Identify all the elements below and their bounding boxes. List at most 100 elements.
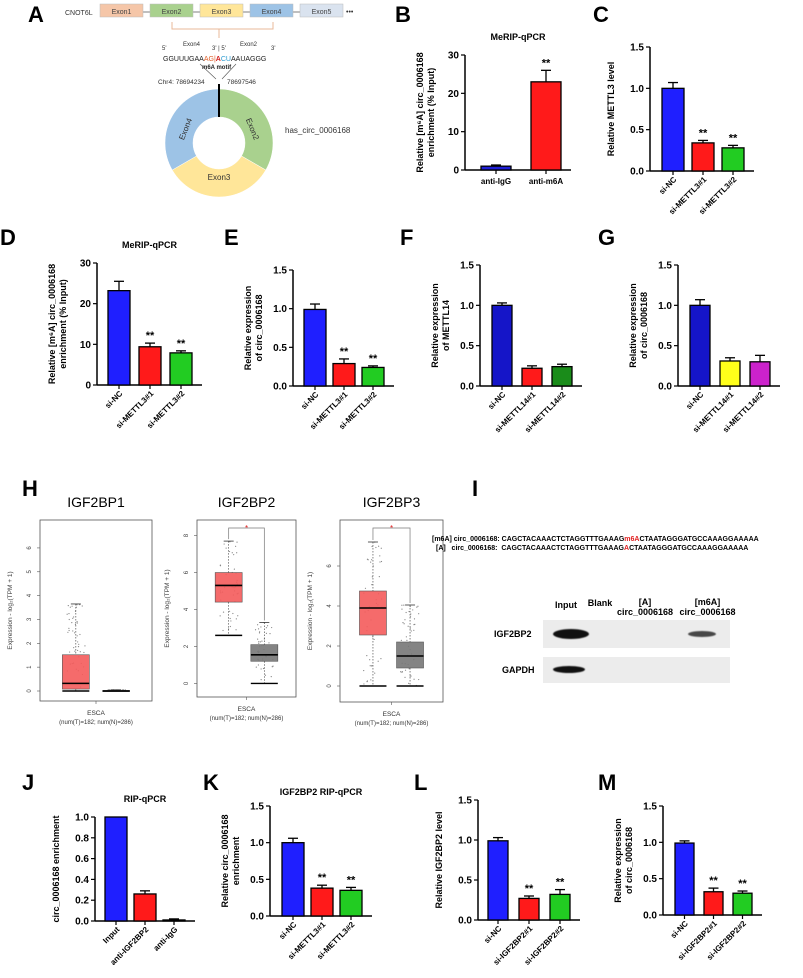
x-tick-label: anti-IgG — [481, 177, 511, 186]
ring-label-exon3: Exon3 — [208, 173, 231, 182]
blot-col-a: [A] circ_0006168 — [616, 597, 674, 617]
data-point — [268, 642, 270, 644]
y-axis-label: Relative IGF2BP2 level — [434, 811, 444, 908]
data-point — [404, 676, 406, 679]
data-point — [380, 560, 383, 563]
blot-col-input: Input — [555, 600, 577, 610]
bar-si-mettl3-1 — [691, 142, 715, 172]
data-point — [369, 659, 371, 661]
chart-d: D MeRIP-qPCR 0 10 20 30 Relative [m⁶A] circ_00… — [0, 225, 202, 430]
x-tick-label: ESCA — [238, 706, 256, 713]
significance-label: ** — [542, 57, 551, 69]
ring-segment-exon2 — [218, 88, 274, 171]
y-tick-label: 0 — [85, 381, 91, 392]
data-point — [404, 619, 406, 621]
data-point — [260, 626, 262, 628]
bar-si-nc — [107, 290, 131, 386]
panel-a-diagram: CNOT6L Exon1 Exon2 Exon3 Exon4 Exon5 ••• 5' … — [65, 3, 354, 198]
x-sub-label: (num(T)=182; num(N)=286) — [355, 721, 429, 727]
data-point — [67, 631, 69, 633]
blot-col-blank: Blank — [587, 598, 613, 608]
data-point — [266, 625, 269, 627]
data-point — [262, 667, 265, 670]
chr-right: 78697546 — [227, 79, 256, 86]
data-point — [403, 604, 405, 606]
three-prime: 3' — [271, 46, 275, 52]
bar-si-nc — [303, 308, 327, 387]
significance-label: ** — [347, 874, 356, 886]
bar-si-mettl3-2 — [361, 366, 385, 387]
y-axis-label: Relative METTL3 level — [606, 62, 616, 157]
data-point — [69, 606, 71, 608]
y-tick-label: 6 — [27, 546, 33, 550]
data-point — [380, 658, 382, 660]
y-tick-label: 0.5 — [658, 341, 672, 352]
bar-input — [104, 816, 128, 922]
exon-label-3: Exon3 — [212, 9, 232, 16]
data-point — [379, 555, 381, 557]
chart-title: MeRIP-qPCR — [490, 32, 546, 42]
data-point — [410, 630, 412, 632]
x-tick-label: ESCA — [383, 711, 401, 718]
y-tick-label: 0.0 — [75, 917, 89, 928]
data-point — [403, 623, 405, 625]
y-tick-label: 30 — [80, 259, 92, 270]
data-point — [258, 632, 261, 634]
data-point — [409, 627, 411, 629]
circ-name: has_circ_0006168 — [285, 126, 351, 135]
significance-label: ** — [318, 872, 327, 884]
y-tick-label: 0.6 — [75, 854, 89, 865]
data-point — [229, 625, 231, 628]
bar-si-nc — [661, 87, 685, 172]
data-point — [418, 613, 420, 615]
exon-label-1: Exon1 — [112, 9, 132, 16]
y-tick-label: 0.5 — [458, 876, 472, 887]
bar-si-nc — [674, 842, 695, 916]
data-point — [83, 651, 85, 654]
data-point — [400, 671, 402, 673]
panel-letter-b: B — [395, 2, 411, 27]
exon-label-5: Exon5 — [312, 9, 332, 16]
data-point — [235, 629, 237, 631]
significance-label: ** — [738, 878, 747, 890]
data-point — [418, 678, 420, 681]
x-tick-label: si-NC — [657, 175, 678, 196]
exon-row: Exon1 Exon2 Exon3 Exon4 Exon5 — [99, 3, 344, 18]
exon-box-4 — [249, 3, 294, 18]
x-tick-label: anti-m6A — [529, 177, 563, 186]
y-tick-label: 0.0 — [273, 382, 287, 393]
junction-right-exon: Exon2 — [240, 42, 258, 48]
panel-letter-c: C — [593, 2, 609, 27]
chart-h-igf2bp2: IGF2BP2 0 2 4 6 8 Expression - log₂(TPM + 1) * E… — [164, 494, 297, 722]
data-point — [371, 545, 373, 548]
data-point — [72, 630, 74, 632]
y-tick-label: 0.0 — [643, 911, 657, 922]
y-tick-label: 0 — [453, 166, 459, 177]
data-point — [405, 611, 407, 614]
data-point — [373, 638, 375, 641]
exon-box-5 — [299, 3, 344, 18]
chart-f: F 0.0 0.5 1.0 1.5 Relative expressionof METTL… — [400, 225, 582, 434]
y-axis-label: Relative circ_0006168enrichment — [220, 814, 241, 907]
bar-si-mettl3-2 — [721, 147, 745, 172]
y-tick-label: 0.0 — [458, 916, 472, 927]
data-point — [73, 632, 76, 634]
data-point — [74, 650, 76, 652]
significance-bracket — [372, 527, 411, 603]
chart-k: K IGF2BP2 RIP-qPCR 0.0 0.5 1.0 1.5 Relative ci… — [203, 770, 372, 961]
bar-si-nc — [487, 840, 509, 921]
y-tick-label: 0.0 — [630, 167, 644, 178]
data-point — [76, 604, 78, 606]
significance-label: ** — [699, 127, 708, 139]
data-point — [235, 545, 237, 547]
data-point — [363, 669, 365, 672]
y-tick-label: 6 — [184, 570, 190, 574]
y-axis-label: Relative [m⁶A] circ_0006168enrichment (%… — [415, 52, 436, 172]
x-tick-label: si-NC — [482, 924, 503, 945]
bar-si-mettl3-2 — [339, 889, 363, 917]
y-tick-label: 20 — [448, 89, 460, 100]
data-point — [228, 550, 231, 553]
y-axis-label: Relative expressionof circ_0006168 — [628, 283, 649, 368]
x-tick-label: si-NC — [299, 390, 320, 411]
data-point — [219, 615, 221, 617]
